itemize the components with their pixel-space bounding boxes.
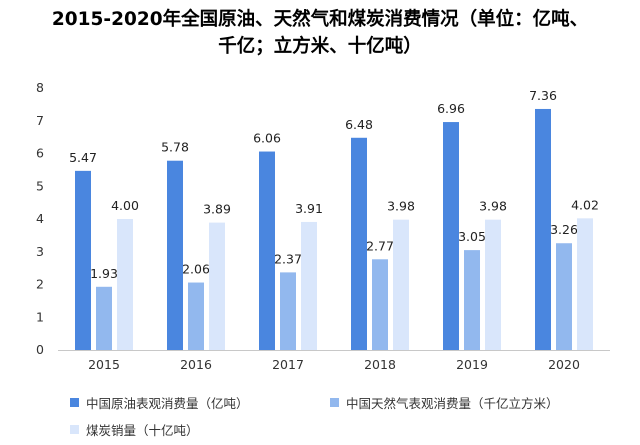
bar-coal [393, 219, 409, 350]
data-label-coal: 4.00 [111, 198, 139, 213]
x-tick-label: 2017 [272, 357, 304, 372]
bar-coal [117, 219, 133, 350]
bar-oil [535, 108, 551, 351]
y-tick-label: 0 [36, 342, 44, 357]
data-label-coal: 3.89 [203, 202, 231, 217]
y-tick-label: 4 [36, 211, 44, 226]
data-label-oil: 6.96 [437, 101, 465, 116]
legend-item-gas: 中国天然气表观消费量（千亿立方米） [330, 393, 559, 412]
bar-oil [75, 170, 91, 350]
data-label-oil: 6.06 [253, 131, 281, 146]
x-tick-label: 2018 [364, 357, 396, 372]
data-label-oil: 5.47 [69, 150, 97, 165]
bar-coal [577, 218, 593, 350]
bar-oil [167, 160, 183, 350]
legend-label-oil: 中国原油表观消费量（亿吨） [86, 396, 249, 411]
bar-oil [351, 137, 367, 350]
legend-label-coal: 煤炭销量（十亿吨） [86, 423, 199, 438]
bar-oil [443, 122, 459, 350]
bar-chart: 0 1 2 3 4 5 6 7 8 2015 5.47 1.93 4.00 2016 5.78 2.06 3.8… [36, 80, 610, 372]
bar-coal [485, 219, 501, 350]
chart-title-line-2: 千亿；立方米、十亿吨） [218, 36, 422, 57]
chart-title-line-1: 2015-2020年全国原油、天然气和煤炭消费情况（单位：亿吨、 [51, 9, 589, 30]
y-tick-label: 3 [36, 244, 44, 259]
data-label-coal: 3.98 [479, 199, 507, 214]
data-label-gas: 2.77 [366, 238, 394, 253]
bar-gas [188, 282, 204, 350]
x-tick-label: 2019 [456, 357, 488, 372]
bar-gas [464, 250, 480, 350]
x-tick-label: 2015 [88, 357, 120, 372]
x-tick-label: 2020 [548, 357, 580, 372]
data-label-coal: 3.91 [295, 201, 323, 216]
data-label-gas: 2.37 [274, 251, 302, 266]
y-tick-label: 5 [36, 178, 44, 193]
data-label-gas: 2.06 [182, 262, 210, 277]
bar-gas [280, 272, 296, 350]
bar-gas [556, 243, 572, 350]
data-label-coal: 3.98 [387, 199, 415, 214]
data-label-oil: 7.36 [529, 88, 557, 103]
data-label-gas: 3.05 [458, 229, 486, 244]
data-label-oil: 6.48 [345, 117, 373, 132]
y-tick-label: 1 [36, 309, 44, 324]
chart-legend: 中国原油表观消费量（亿吨） 中国天然气表观消费量（千亿立方米） 煤炭销量（十亿吨… [0, 388, 640, 445]
bar-coal [301, 221, 317, 350]
y-tick-label: 8 [36, 80, 44, 95]
data-label-oil: 5.78 [161, 140, 189, 155]
x-tick-label: 2016 [180, 357, 212, 372]
bar-oil [259, 151, 275, 350]
legend-item-coal: 煤炭销量（十亿吨） [70, 420, 199, 439]
y-tick-label: 2 [36, 277, 44, 292]
chart-title: 2015-2020年全国原油、天然气和煤炭消费情况（单位：亿吨、 千亿；立方米、… [0, 6, 640, 60]
legend-label-gas: 中国天然气表观消费量（千亿立方米） [346, 396, 559, 411]
y-tick-label: 7 [36, 113, 44, 128]
legend-item-oil: 中国原油表观消费量（亿吨） [70, 393, 249, 412]
y-tick-label: 6 [36, 146, 44, 161]
bar-coal [209, 222, 225, 350]
legend-swatch-gas [330, 398, 339, 407]
bar-gas [372, 259, 388, 350]
legend-swatch-coal [70, 425, 79, 434]
bar-gas [96, 286, 112, 350]
data-label-coal: 4.02 [571, 197, 599, 212]
data-label-gas: 3.26 [550, 222, 578, 237]
data-label-gas: 1.93 [90, 266, 118, 281]
legend-swatch-oil [70, 398, 79, 407]
